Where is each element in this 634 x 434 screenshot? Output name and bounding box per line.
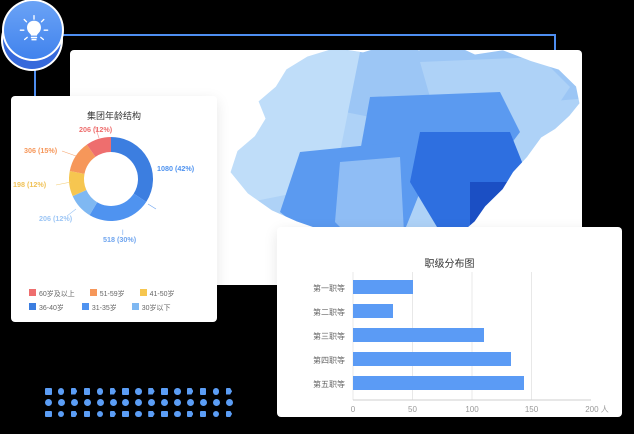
svg-text:第一职等: 第一职等 bbox=[313, 283, 345, 293]
svg-text:第二职等: 第二职等 bbox=[313, 307, 345, 317]
svg-text:0: 0 bbox=[351, 405, 356, 414]
svg-text:200 人: 200 人 bbox=[585, 405, 609, 414]
svg-text:第三职等: 第三职等 bbox=[313, 331, 345, 341]
svg-text:100: 100 bbox=[465, 405, 479, 414]
svg-text:第四职等: 第四职等 bbox=[313, 355, 345, 365]
svg-text:第五职等: 第五职等 bbox=[313, 379, 345, 389]
svg-text:150: 150 bbox=[525, 405, 539, 414]
svg-text:50: 50 bbox=[408, 405, 417, 414]
